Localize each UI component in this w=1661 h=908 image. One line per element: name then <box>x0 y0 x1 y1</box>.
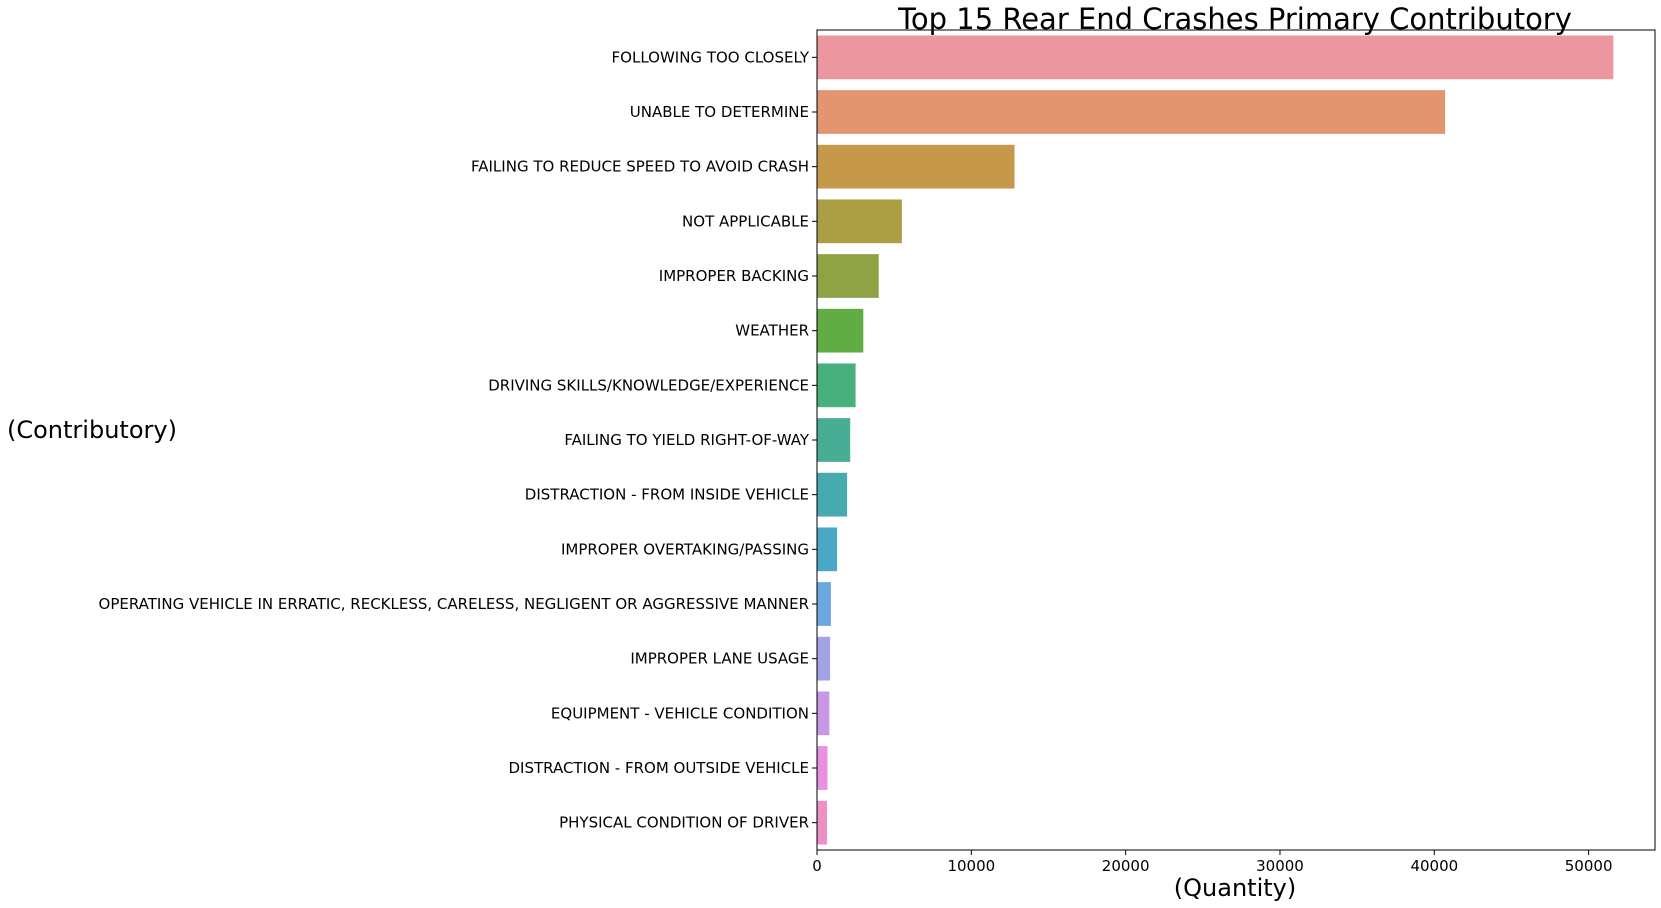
plot-area: FOLLOWING TOO CLOSELY UNABLE TO DETERMINE… <box>99 29 1656 875</box>
category-label: OPERATING VEHICLE IN ERRATIC, RECKLESS, … <box>99 595 809 613</box>
bar <box>817 363 856 408</box>
category-label: IMPROPER BACKING <box>659 267 809 285</box>
bar <box>817 308 864 353</box>
x-axis-label: (Quantity) <box>1174 874 1296 902</box>
category-label: IMPROPER OVERTAKING/PASSING <box>561 540 809 558</box>
x-tick-label: 20000 <box>1102 857 1150 875</box>
category-label: WEATHER <box>735 322 809 340</box>
category-label: DISTRACTION - FROM INSIDE VEHICLE <box>525 486 809 504</box>
category-label: EQUIPMENT - VEHICLE CONDITION <box>551 704 809 722</box>
bar <box>817 199 902 244</box>
bar <box>817 636 831 681</box>
category-label: NOT APPLICABLE <box>682 212 809 230</box>
bar <box>817 35 1614 80</box>
category-label: UNABLE TO DETERMINE <box>630 103 809 121</box>
category-label: FAILING TO REDUCE SPEED TO AVOID CRASH <box>471 158 809 176</box>
bar <box>817 254 879 298</box>
bar <box>817 746 828 790</box>
bar <box>817 144 1015 189</box>
bar <box>817 582 831 626</box>
bar <box>817 527 838 572</box>
bar <box>817 472 848 517</box>
x-tick-label: 40000 <box>1410 857 1458 875</box>
bar <box>817 691 830 736</box>
category-label: PHYSICAL CONDITION OF DRIVER <box>559 814 809 832</box>
y-axis-label: (Contributory) <box>7 416 177 444</box>
category-label: DRIVING SKILLS/KNOWLEDGE/EXPERIENCE <box>488 376 809 394</box>
category-label: FAILING TO YIELD RIGHT-OF-WAY <box>564 431 810 449</box>
x-tick-label: 30000 <box>1256 857 1304 875</box>
x-tick-label: 10000 <box>947 857 995 875</box>
category-label: DISTRACTION - FROM OUTSIDE VEHICLE <box>508 759 809 777</box>
category-label: IMPROPER LANE USAGE <box>630 650 809 668</box>
bar <box>817 90 1446 134</box>
bar <box>817 418 851 462</box>
bar <box>817 800 828 845</box>
category-label: FOLLOWING TOO CLOSELY <box>612 48 810 66</box>
axes-frame <box>816 29 1656 851</box>
x-tick-label: 0 <box>812 857 822 875</box>
x-tick-label: 50000 <box>1565 857 1613 875</box>
chart-title: Top 15 Rear End Crashes Primary Contribu… <box>897 2 1572 36</box>
